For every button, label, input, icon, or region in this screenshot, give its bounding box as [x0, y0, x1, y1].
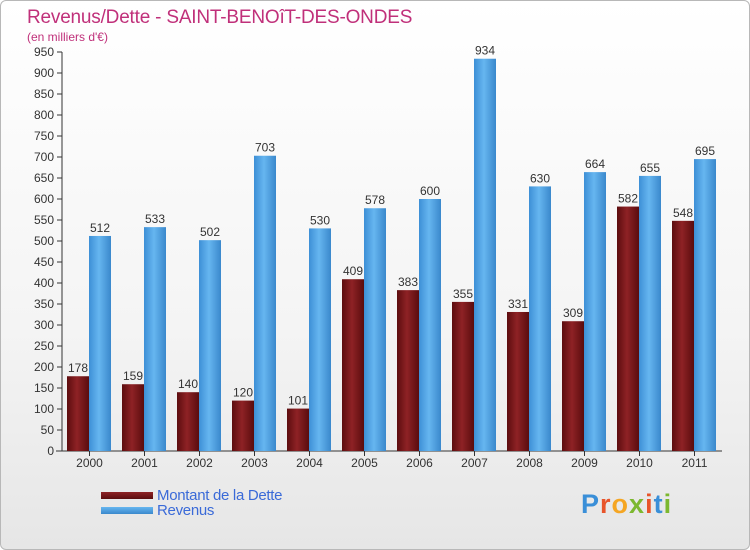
bar-revenus [529, 186, 551, 451]
bar-revenus [364, 208, 386, 451]
data-label-revenus: 600 [420, 184, 440, 198]
y-tick-label: 800 [34, 108, 54, 122]
data-label-dette: 331 [508, 297, 528, 311]
y-tick-label: 450 [34, 255, 54, 269]
bar-dette [177, 392, 199, 451]
bar-dette [287, 408, 309, 451]
logo-letter: r [600, 489, 612, 519]
x-tick-label: 2007 [461, 456, 488, 470]
data-label-dette: 178 [68, 361, 88, 375]
x-tick-label: 2010 [626, 456, 653, 470]
y-tick-label: 950 [34, 45, 54, 59]
x-tick-label: 2001 [131, 456, 158, 470]
bar-revenus [254, 155, 276, 452]
data-label-revenus: 655 [640, 161, 660, 175]
bar-revenus [144, 227, 166, 451]
x-tick-label: 2002 [186, 456, 213, 470]
data-label-revenus: 703 [255, 141, 275, 155]
data-label-revenus: 695 [695, 144, 715, 158]
data-label-revenus: 512 [90, 221, 110, 235]
data-label-dette: 120 [233, 386, 253, 400]
legend-swatch-revenus [101, 507, 153, 514]
bar-dette [562, 321, 584, 451]
data-label-dette: 582 [618, 192, 638, 206]
data-label-revenus: 664 [585, 157, 605, 171]
data-label-revenus: 533 [145, 212, 165, 226]
y-tick-label: 550 [34, 213, 54, 227]
bar-dette [672, 220, 694, 451]
y-tick-label: 500 [34, 234, 54, 248]
y-tick-label: 0 [47, 444, 54, 458]
y-tick-label: 50 [41, 423, 55, 437]
data-label-dette: 140 [178, 377, 198, 391]
x-tick-label: 2009 [571, 456, 598, 470]
data-label-dette: 383 [398, 275, 418, 289]
x-tick-label: 2005 [351, 456, 378, 470]
y-tick-label: 350 [34, 297, 54, 311]
logo-letter: P [581, 489, 601, 519]
logo-letter: o [611, 489, 630, 519]
data-label-revenus: 578 [365, 193, 385, 207]
logo-letter: i [663, 489, 673, 519]
bar-revenus [584, 172, 606, 451]
x-tick-label: 2000 [76, 456, 103, 470]
logo-letter: t [653, 489, 664, 519]
data-label-revenus: 630 [530, 171, 550, 185]
y-tick-label: 150 [34, 381, 54, 395]
bar-revenus [89, 235, 111, 451]
y-tick-label: 850 [34, 87, 54, 101]
y-tick-label: 100 [34, 402, 54, 416]
bar-dette [232, 400, 254, 451]
data-label-revenus: 934 [475, 44, 495, 58]
bar-dette [67, 376, 89, 451]
data-label-revenus: 530 [310, 213, 330, 227]
data-label-dette: 309 [563, 306, 583, 320]
y-tick-label: 600 [34, 192, 54, 206]
logo-letter: x [629, 489, 646, 519]
proxiti-logo: Proxiti [581, 489, 672, 520]
x-tick-label: 2006 [406, 456, 433, 470]
x-tick-label: 2003 [241, 456, 268, 470]
bar-revenus [474, 58, 496, 451]
y-tick-label: 750 [34, 129, 54, 143]
logo-letter: i [645, 489, 654, 519]
bar-dette [507, 311, 529, 451]
data-label-revenus: 502 [200, 225, 220, 239]
y-tick-label: 200 [34, 360, 54, 374]
x-tick-label: 2004 [296, 456, 323, 470]
x-tick-label: 2011 [682, 456, 708, 470]
chart-subtitle: (en milliers d'€) [27, 30, 108, 44]
bar-dette [617, 206, 639, 451]
bar-revenus [419, 199, 441, 451]
legend-label-debt: Montant de la Dette [157, 487, 283, 504]
data-label-dette: 159 [123, 369, 143, 383]
y-tick-label: 300 [34, 318, 54, 332]
bar-dette [122, 384, 144, 451]
x-tick-label: 2008 [516, 456, 543, 470]
chart-title: Revenus/Dette - SAINT-BENOîT-DES-ONDES [27, 7, 413, 28]
y-tick-label: 400 [34, 276, 54, 290]
bar-dette [452, 301, 474, 451]
y-tick-label: 650 [34, 171, 54, 185]
y-tick-label: 250 [34, 339, 54, 353]
data-label-dette: 355 [453, 287, 473, 301]
data-label-dette: 101 [288, 394, 308, 408]
y-tick-label: 700 [34, 150, 54, 164]
data-label-dette: 409 [343, 264, 363, 278]
bar-revenus [694, 159, 716, 451]
bar-revenus [639, 175, 661, 451]
y-tick-label: 900 [34, 66, 54, 80]
data-label-dette: 548 [673, 206, 693, 220]
legend-label-revenus: Revenus [157, 502, 215, 519]
bar-dette [397, 290, 419, 451]
bar-dette [342, 279, 364, 451]
bar-revenus [309, 228, 331, 451]
bar-revenus [199, 240, 221, 451]
legend-swatch-debt [101, 492, 153, 499]
